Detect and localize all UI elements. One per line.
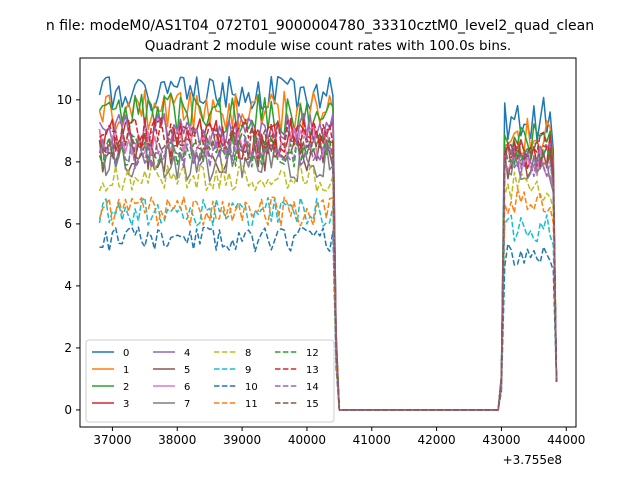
x-tick-label: 40000 bbox=[288, 433, 326, 447]
figure-suptitle: n file: modeM0/AS1T04_072T01_9000004780_… bbox=[46, 18, 594, 34]
x-offset-label: +3.755e8 bbox=[503, 453, 562, 467]
legend-label-5: 5 bbox=[184, 365, 190, 376]
y-tick-label: 4 bbox=[64, 279, 72, 293]
y-tick-label: 6 bbox=[64, 217, 72, 231]
legend-label-2: 2 bbox=[123, 382, 129, 393]
series-line-14 bbox=[98, 135, 558, 411]
legend-box bbox=[85, 339, 335, 423]
x-tick-label: 41000 bbox=[353, 433, 391, 447]
legend-label-8: 8 bbox=[245, 348, 251, 359]
legend-label-9: 9 bbox=[245, 365, 251, 376]
x-tick-label: 37000 bbox=[93, 433, 131, 447]
y-tick-label: 10 bbox=[57, 93, 72, 107]
series-lines bbox=[98, 75, 558, 411]
x-axis: 37000 38000 39000 40000 41000 42000 43000 44000 bbox=[93, 427, 585, 447]
x-tick-label: 38000 bbox=[158, 433, 196, 447]
series-line-12 bbox=[98, 132, 558, 411]
y-axis: 0 2 4 6 8 10 bbox=[57, 93, 80, 417]
legend-label-3: 3 bbox=[123, 399, 129, 410]
legend-label-10: 10 bbox=[245, 382, 258, 393]
legend-label-11: 11 bbox=[245, 399, 258, 410]
y-tick-label: 8 bbox=[64, 155, 72, 169]
legend-label-0: 0 bbox=[123, 348, 129, 359]
legend-label-15: 15 bbox=[306, 399, 319, 410]
plot-frame bbox=[79, 57, 577, 428]
x-tick-label: 39000 bbox=[223, 433, 261, 447]
series-line-15 bbox=[98, 125, 558, 411]
x-tick-label: 43000 bbox=[482, 433, 520, 447]
y-tick-label: 2 bbox=[64, 341, 72, 355]
legend-label-7: 7 bbox=[184, 399, 190, 410]
x-tick-label: 44000 bbox=[547, 433, 585, 447]
legend-label-14: 14 bbox=[306, 382, 319, 393]
legend-label-4: 4 bbox=[184, 348, 190, 359]
legend-label-13: 13 bbox=[306, 365, 319, 376]
legend-label-1: 1 bbox=[123, 365, 129, 376]
legend-label-6: 6 bbox=[184, 382, 190, 393]
y-tick-label: 0 bbox=[64, 403, 72, 417]
legend-label-12: 12 bbox=[306, 348, 319, 359]
chart-title: Quadrant 2 module wise count rates with … bbox=[145, 38, 511, 54]
x-tick-label: 42000 bbox=[418, 433, 456, 447]
